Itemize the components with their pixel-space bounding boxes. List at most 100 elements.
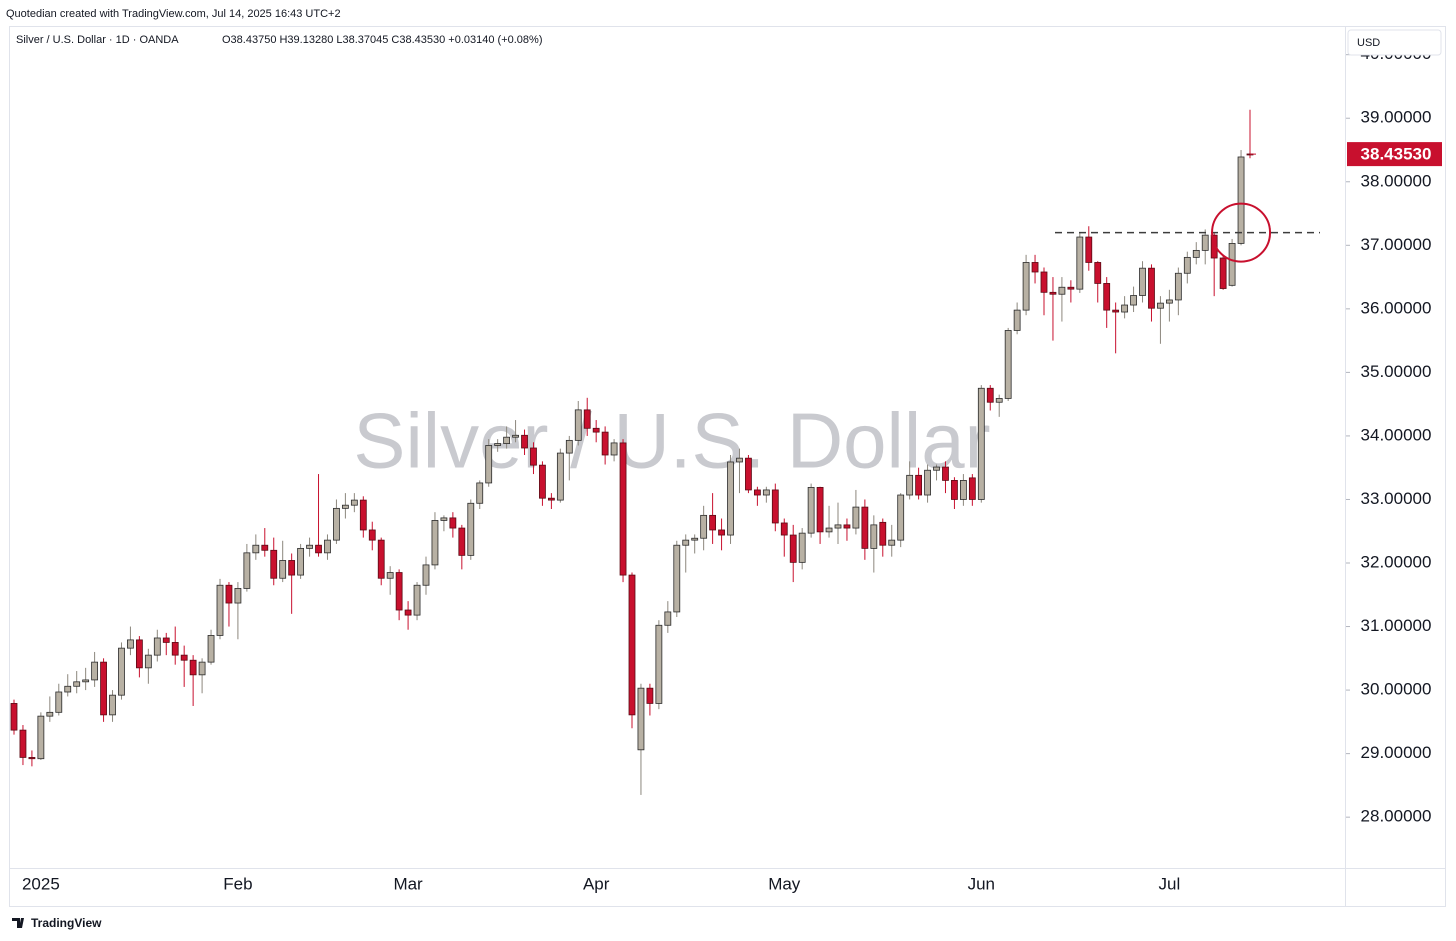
candle-body	[449, 517, 457, 529]
candle-body	[458, 527, 466, 556]
candle-body	[1201, 234, 1209, 251]
candle-body	[1067, 286, 1075, 290]
candle-body	[968, 477, 976, 500]
candle-body	[288, 560, 296, 576]
candle-body	[1210, 234, 1218, 259]
candle-body	[431, 520, 439, 566]
candle-body	[762, 489, 770, 496]
candle-body	[1130, 295, 1137, 306]
candle-body	[1103, 283, 1111, 311]
candle-body	[1121, 304, 1129, 313]
candle-body	[135, 639, 143, 669]
candle-body	[1013, 309, 1021, 331]
candle-body	[619, 442, 627, 576]
candle-body	[959, 480, 967, 500]
candle-body	[951, 480, 958, 500]
y-tick-label: 30.00000	[1361, 680, 1432, 699]
candle-body	[297, 547, 305, 576]
watermark-layer: Silver / U.S. Dollar	[353, 397, 990, 485]
candle-body	[924, 469, 931, 496]
x-tick-label: Jun	[968, 874, 995, 893]
candle-body	[700, 514, 708, 539]
candle-body	[673, 544, 681, 613]
candle-body	[19, 729, 27, 758]
candle-body	[646, 687, 654, 704]
candle-body	[485, 445, 493, 484]
candle-body	[1112, 309, 1120, 313]
candle-body	[1174, 272, 1182, 301]
candle-body	[350, 499, 358, 506]
candle-body	[207, 635, 215, 663]
candle-body	[476, 482, 484, 504]
candle-body	[422, 564, 430, 586]
candle-body	[1192, 249, 1200, 258]
candle-body	[341, 504, 349, 509]
candle-body	[395, 572, 403, 611]
candle-body	[1049, 291, 1057, 295]
candle-body	[610, 442, 618, 456]
y-tick-label: 34.00000	[1361, 425, 1432, 444]
candle-body	[1058, 286, 1066, 295]
candle-body	[1085, 236, 1093, 263]
candle-body	[852, 506, 860, 529]
candle-body	[171, 642, 179, 656]
symbol-title: Silver / U.S. Dollar · 1D · OANDA	[16, 34, 179, 46]
candle-body	[780, 522, 788, 536]
candle-body	[368, 529, 376, 541]
candle-body	[709, 514, 717, 531]
candle-body	[888, 539, 896, 546]
candle-body	[825, 527, 833, 533]
candle-body	[870, 524, 878, 549]
candle-body	[592, 427, 600, 433]
currency-box[interactable]	[1347, 29, 1442, 56]
candle-body	[37, 715, 45, 760]
x-tick-label: 2025	[22, 874, 60, 893]
candle-body	[198, 661, 206, 676]
candle-body	[1219, 257, 1227, 289]
candle-body	[118, 647, 125, 696]
candle-body	[807, 486, 815, 534]
candle-body	[494, 443, 502, 446]
candle-body	[789, 534, 797, 563]
footer-brand: TradingView	[31, 916, 102, 930]
candle-body	[153, 637, 161, 656]
candle-body	[1004, 330, 1012, 399]
y-tick-label: 36.00000	[1361, 298, 1432, 317]
candle-body	[1183, 256, 1191, 274]
tv-logo	[12, 918, 24, 928]
candle-body	[1228, 243, 1236, 286]
candle-body	[843, 524, 851, 529]
x-tick-label: Jul	[1159, 874, 1181, 893]
candle-body	[252, 544, 260, 554]
candle-body	[547, 497, 555, 501]
y-tick-label: 35.00000	[1361, 362, 1432, 381]
top-note: Quotedian created with TradingView.com, …	[6, 8, 341, 20]
y-tick-label: 33.00000	[1361, 489, 1432, 508]
candle-body	[333, 507, 340, 541]
candle-body	[771, 489, 779, 524]
candle-body	[413, 584, 421, 616]
currency: USD	[1357, 37, 1380, 49]
candle-body	[1094, 262, 1102, 284]
x-tick-label: May	[768, 874, 801, 893]
candle-body	[270, 549, 278, 579]
ohlc-readout: O38.43750 H39.13280 L38.37045 C38.43530 …	[222, 34, 543, 46]
chart-frame	[9, 26, 1446, 907]
candle-body	[1022, 262, 1030, 311]
highlight-circle	[1211, 202, 1272, 263]
candle-body	[82, 679, 90, 683]
candle-body	[879, 521, 887, 546]
candle-body	[440, 517, 448, 521]
candle-body	[64, 685, 72, 693]
candle-body	[530, 447, 537, 466]
candle-body	[521, 434, 528, 449]
y-tick-label: 28.00000	[1361, 807, 1432, 826]
candle-body	[467, 502, 475, 556]
y-tick-label: 32.00000	[1361, 552, 1432, 571]
candle-body	[995, 398, 1003, 403]
candle-body	[1148, 267, 1155, 309]
watermark: Silver / U.S. Dollar	[353, 397, 990, 485]
candle-body	[539, 464, 546, 499]
